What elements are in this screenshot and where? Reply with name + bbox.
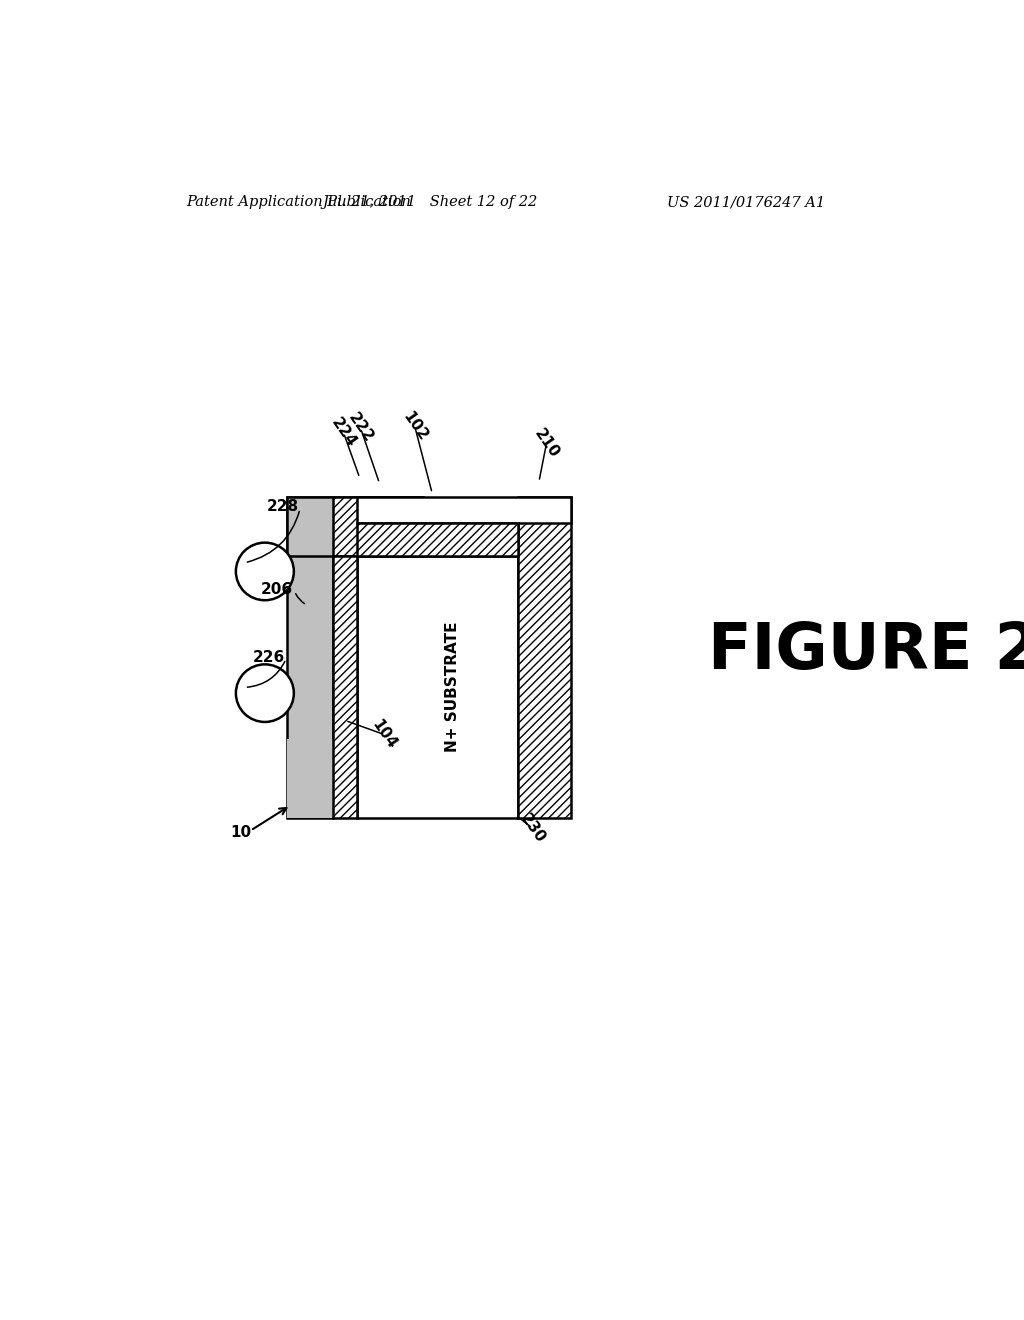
- Bar: [357, 496, 570, 523]
- Text: US 2011/0176247 A1: US 2011/0176247 A1: [667, 195, 824, 210]
- Text: 230: 230: [517, 810, 548, 846]
- Bar: [288, 739, 334, 817]
- Circle shape: [236, 543, 294, 601]
- Text: 222: 222: [345, 411, 376, 445]
- Bar: [288, 496, 423, 556]
- Bar: [334, 556, 357, 817]
- Text: 102: 102: [399, 409, 430, 444]
- Text: 10: 10: [229, 825, 251, 840]
- Text: 206: 206: [261, 582, 293, 597]
- Text: FIGURE 2J: FIGURE 2J: [708, 620, 1024, 682]
- Bar: [357, 556, 518, 817]
- Text: 104: 104: [369, 717, 399, 751]
- Bar: [334, 496, 423, 556]
- Text: 228: 228: [266, 499, 299, 513]
- Text: 226: 226: [252, 649, 285, 665]
- Circle shape: [236, 664, 294, 722]
- Text: Jul. 21, 2011   Sheet 12 of 22: Jul. 21, 2011 Sheet 12 of 22: [323, 195, 538, 210]
- Bar: [518, 496, 570, 817]
- Text: N+ SUBSTRATE: N+ SUBSTRATE: [445, 622, 461, 752]
- Text: Patent Application Publication: Patent Application Publication: [186, 195, 411, 210]
- Text: 210: 210: [531, 426, 562, 461]
- Text: 224: 224: [328, 414, 358, 450]
- Bar: [288, 496, 334, 817]
- Bar: [357, 523, 518, 556]
